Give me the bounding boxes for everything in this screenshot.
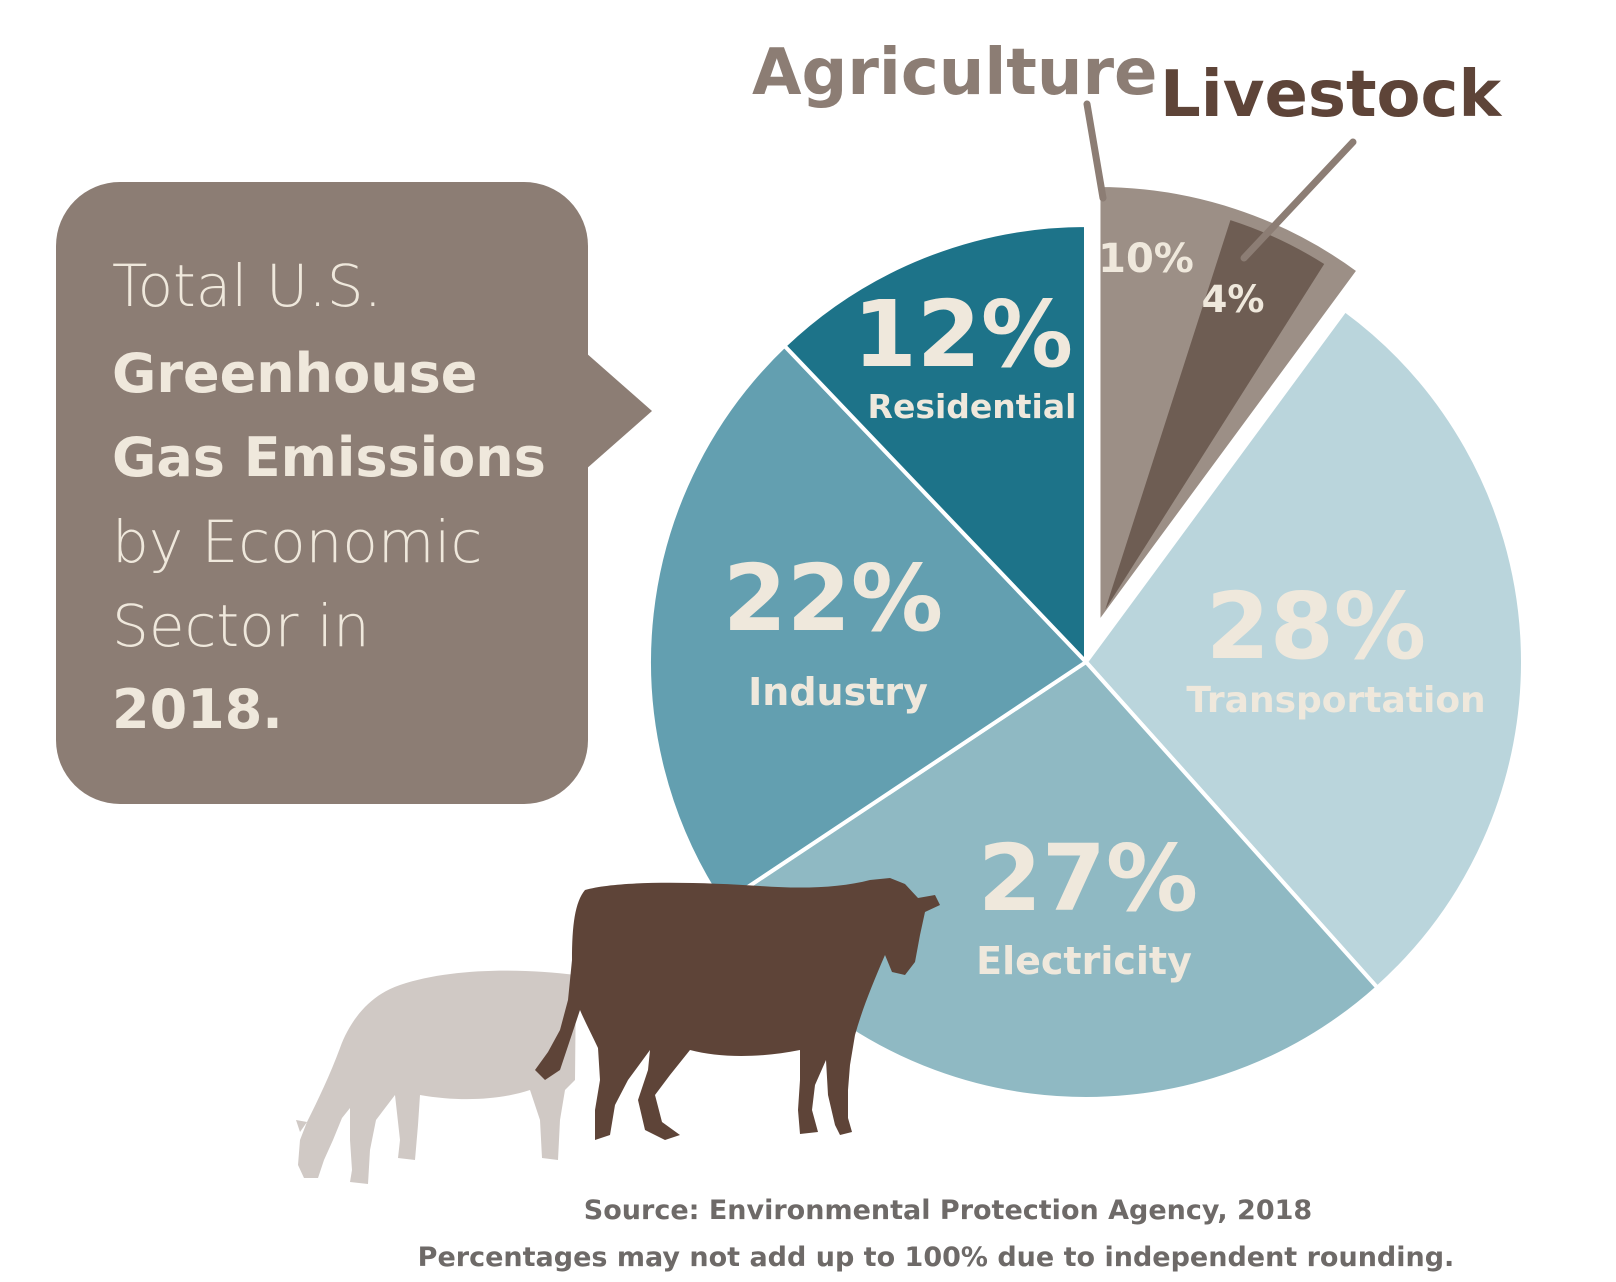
transportation-name-label: Transportation [1186, 680, 1485, 721]
livestock-callout-title: Livestock [1160, 58, 1502, 132]
transportation-percent-label: 28% [1206, 573, 1426, 680]
grazing-cow-silhouette [296, 970, 576, 1184]
pie-slice-residential [782, 223, 1088, 664]
source-line-2: Percentages may not add up to 100% due t… [418, 1242, 1455, 1273]
standing-cow-silhouette [535, 878, 940, 1140]
electricity-name-label: Electricity [976, 939, 1192, 983]
agriculture-percent-label: 10% [1098, 236, 1194, 282]
agriculture-callout-title: Agriculture [752, 36, 1157, 110]
pie-chart [647, 182, 1525, 1101]
livestock-leader-line [1240, 138, 1357, 262]
electricity-percent-label: 27% [978, 825, 1198, 932]
source-line-1: Source: Environmental Protection Agency,… [584, 1195, 1312, 1226]
industry-percent-label: 22% [723, 545, 943, 652]
callout-line-2: Greenhouse [112, 342, 477, 405]
agriculture-leader-line [1083, 100, 1107, 202]
residential-percent-label: 12% [853, 281, 1073, 388]
livestock-percent-label: 4% [1202, 278, 1265, 321]
pie-slice-industry [647, 343, 1088, 907]
callout-line-6: 2018. [112, 678, 283, 741]
callout-line-3: Gas Emissions [112, 426, 546, 489]
pie-slice-transportation [1084, 308, 1525, 990]
callout-box [56, 182, 652, 804]
callout-line-4: by Economic [112, 508, 482, 576]
pie-subslice-livestock [1105, 220, 1325, 610]
callout-line-1: Total U.S. [112, 252, 382, 320]
industry-name-label: Industry [748, 670, 928, 714]
callout-line-5: Sector in [112, 592, 370, 660]
residential-name-label: Residential [868, 387, 1077, 426]
